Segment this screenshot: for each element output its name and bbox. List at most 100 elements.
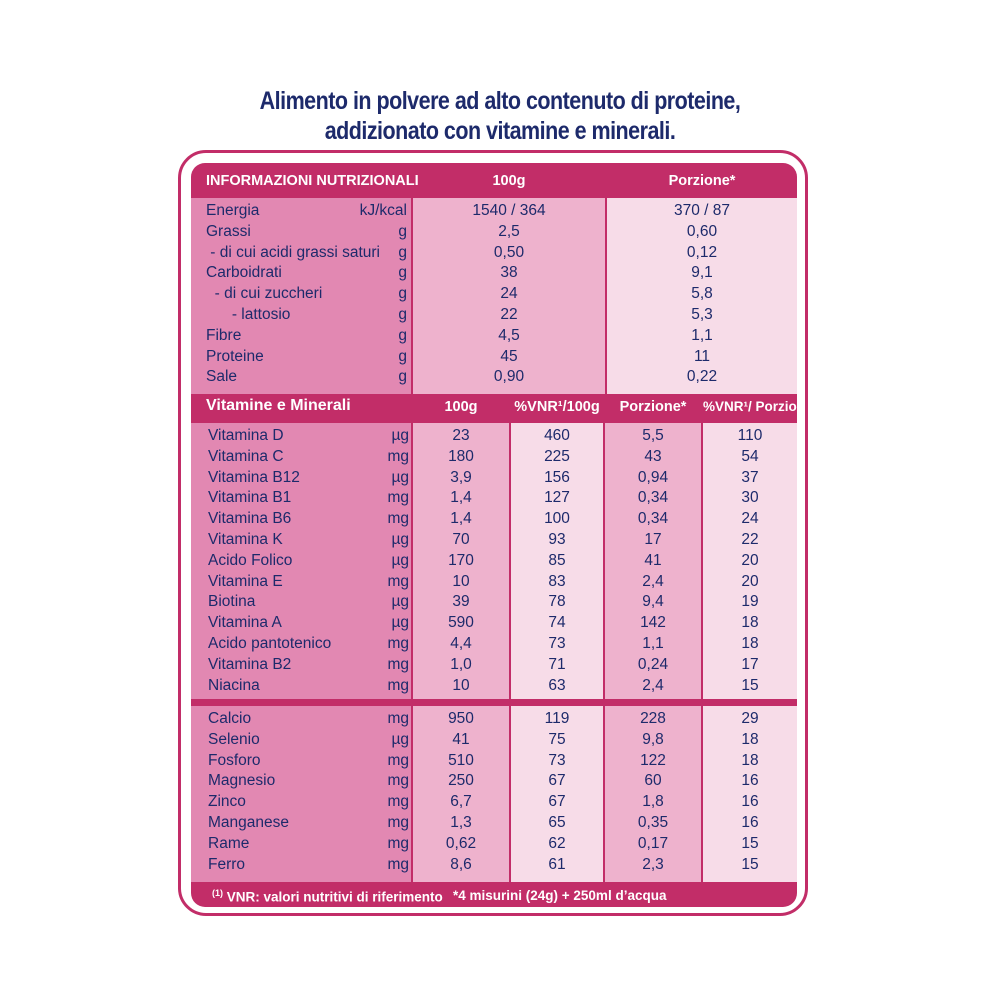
nutrient-name: Niacina — [208, 676, 260, 694]
nutrient-unit: µg — [391, 468, 409, 486]
nutrient-unit: g — [398, 368, 407, 386]
value-vnr-100g: 78 — [548, 593, 566, 611]
value-portion: 1,8 — [642, 793, 664, 811]
nutrient-value-100g: 1540 / 364 — [472, 202, 546, 219]
value-vnr-100g: 85 — [548, 551, 566, 569]
value-vnr-100g: 93 — [548, 531, 566, 548]
portion-footnote: *4 misurini (24g) + 250ml d’acqua — [453, 888, 667, 903]
vitamin-row: Niacina mg 10 63 2,4 15 — [191, 676, 797, 697]
nutrition-row: Carboidrati g 38 9,1 — [191, 263, 797, 284]
nutrient-name: Manganese — [208, 814, 290, 831]
mineral-row: Manganese mg 1,3 65 0,35 16 — [191, 813, 797, 834]
footnote-text: VNR: valori nutritivi di riferimento — [223, 889, 443, 905]
vitamin-row: Acido Folico µg 170 85 41 20 — [191, 551, 797, 572]
mineral-row: Selenio µg 41 75 9,8 18 — [191, 730, 797, 751]
vitamins-header-100g: 100g — [444, 399, 478, 415]
vitamins-label-column — [191, 423, 411, 699]
mineral-row: Calcio mg 950 119 228 29 — [191, 709, 797, 730]
value-100g: 39 — [452, 593, 470, 611]
nutrient-name: Fosforo — [208, 751, 261, 769]
nutrient-unit: µg — [391, 593, 409, 611]
vitamins-header-vnr100: %VNR¹/100g — [514, 399, 600, 415]
value-vnr-portion: 24 — [741, 510, 759, 528]
value-vnr-portion: 18 — [741, 614, 759, 632]
value-100g: 41 — [452, 730, 470, 748]
nutrient-value-portion: 0,60 — [686, 222, 718, 240]
value-vnr-portion: 15 — [741, 834, 759, 852]
value-portion: 0,34 — [637, 489, 669, 507]
value-100g: 70 — [452, 531, 470, 548]
nutrient-unit: mg — [387, 793, 409, 811]
value-vnr-portion: 22 — [741, 531, 759, 548]
value-vnr-100g: 65 — [548, 814, 566, 831]
value-vnr-100g: 460 — [544, 427, 570, 444]
nutrition-portion-column — [607, 198, 797, 394]
mineral-row: Magnesio mg 250 67 60 16 — [191, 771, 797, 792]
value-vnr-100g: 73 — [548, 635, 566, 652]
vitamin-row: Vitamina B6 mg 1,4 100 0,34 24 — [191, 509, 797, 530]
value-100g: 10 — [452, 572, 470, 590]
nutrient-name: Fibre — [206, 326, 242, 344]
nutrient-unit: mg — [387, 751, 409, 769]
value-vnr-portion: 16 — [741, 814, 759, 831]
value-portion: 9,8 — [642, 730, 664, 748]
nutrient-value-portion: 11 — [693, 347, 711, 365]
nutrient-name: Energia — [206, 202, 260, 219]
nutrient-value-portion: 1,1 — [691, 326, 713, 344]
nutrient-name: Acido pantotenico — [208, 635, 332, 652]
value-portion: 142 — [640, 614, 666, 632]
nutrition-100g-column — [413, 198, 605, 394]
value-vnr-portion: 30 — [741, 489, 759, 507]
value-vnr-100g: 127 — [544, 489, 570, 507]
nutrient-value-100g: 24 — [500, 285, 518, 303]
nutrient-value-portion: 0,22 — [686, 368, 718, 386]
vitamin-row: Vitamina A µg 590 74 142 18 — [191, 613, 797, 634]
nutrition-row: Proteine g 45 11 — [191, 347, 797, 368]
value-vnr-100g: 74 — [548, 614, 566, 632]
value-100g: 4,4 — [450, 635, 472, 652]
vitamins-portion-column — [605, 423, 701, 699]
nutrient-unit: mg — [387, 489, 409, 507]
nutrition-row: - di cui zuccheri g 24 5,8 — [191, 284, 797, 305]
nutrient-name: Vitamina B6 — [208, 510, 292, 528]
minerals-portion-column — [605, 706, 701, 882]
vitamin-row: Vitamina B12 µg 3,9 156 0,94 37 — [191, 468, 797, 489]
vitamins-vnr100-column — [511, 423, 603, 699]
vitamin-row: Vitamina K µg 70 93 17 22 — [191, 530, 797, 551]
value-100g: 0,62 — [445, 834, 477, 852]
nutrient-unit: mg — [387, 572, 409, 590]
value-vnr-portion: 17 — [741, 655, 759, 673]
nutrient-unit: g — [398, 285, 407, 303]
vitamins-vnrportion-column — [703, 423, 797, 699]
value-100g: 950 — [448, 710, 474, 727]
nutrient-name: Selenio — [208, 730, 260, 748]
nutrient-unit: kJ/kcal — [359, 202, 407, 219]
footnote-mark: (1) — [212, 888, 223, 898]
minerals-vnrportion-column — [703, 706, 797, 882]
value-vnr-100g: 100 — [544, 510, 570, 528]
value-100g: 1,4 — [450, 510, 472, 528]
value-vnr-100g: 75 — [548, 730, 566, 748]
value-100g: 6,7 — [450, 793, 472, 811]
heading-line-1: Alimento in polvere ad alto contenuto di… — [259, 87, 741, 115]
vitamin-row: Vitamina C mg 180 225 43 54 — [191, 447, 797, 468]
value-100g: 590 — [448, 614, 474, 632]
value-portion: 60 — [644, 772, 662, 790]
value-vnr-100g: 61 — [548, 855, 566, 873]
nutrient-name: - lattosio — [206, 306, 291, 323]
heading-line-2: addizionato con vitamine e minerali. — [324, 117, 676, 145]
value-vnr-portion: 16 — [741, 793, 759, 811]
nutrition-header-title: INFORMAZIONI NUTRIZIONALI — [206, 173, 419, 189]
nutrient-unit: mg — [387, 635, 409, 652]
nutrient-name: Vitamina B1 — [208, 489, 292, 507]
nutrient-value-100g: 4,5 — [498, 326, 520, 344]
nutrient-value-100g: 0,50 — [493, 243, 525, 261]
value-100g: 170 — [448, 551, 474, 569]
nutrient-value-portion: 9,1 — [691, 264, 713, 282]
nutrient-unit: g — [398, 326, 407, 344]
nutrient-unit: g — [398, 222, 407, 240]
nutrient-unit: mg — [387, 510, 409, 528]
nutrient-unit: µg — [391, 551, 409, 569]
minerals-label-column — [191, 706, 411, 882]
nutrient-unit: µg — [391, 730, 409, 748]
